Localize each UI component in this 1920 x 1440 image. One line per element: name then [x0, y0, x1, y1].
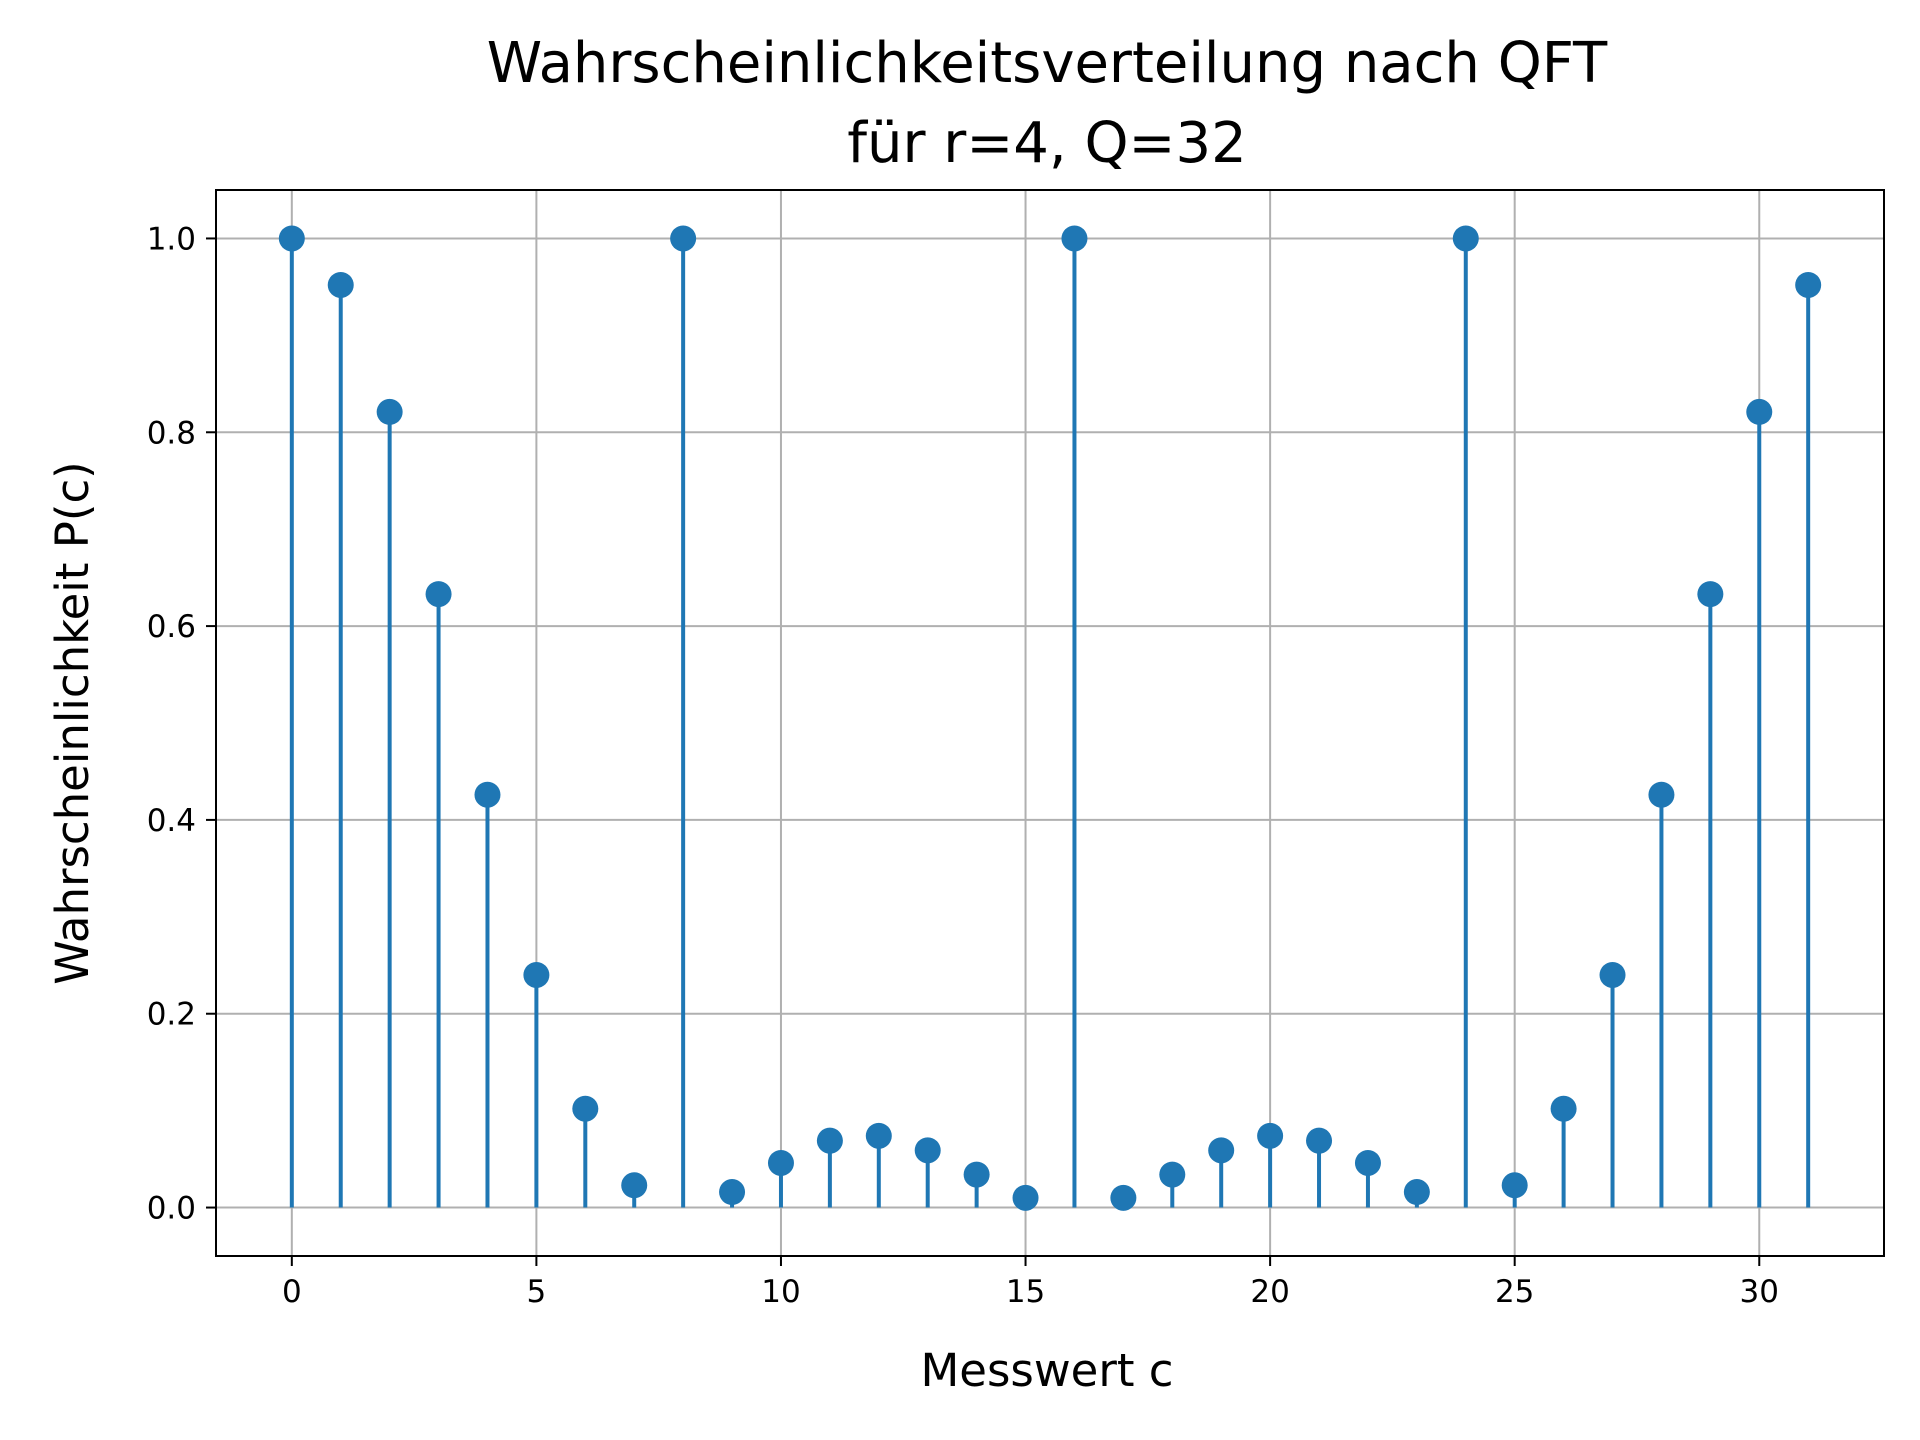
stem-marker — [767, 1149, 794, 1176]
y-tick-label: 0.6 — [147, 609, 196, 645]
stem-marker — [719, 1179, 746, 1206]
stem-marker — [1746, 398, 1773, 425]
stem-marker — [865, 1122, 892, 1149]
chart-title: Wahrscheinlichkeitsverteilung nach QFT — [487, 31, 1608, 96]
y-tick-label: 0.2 — [147, 997, 196, 1033]
x-tick-label: 10 — [761, 1274, 800, 1310]
stem-marker — [1208, 1137, 1235, 1164]
stem-marker — [523, 961, 550, 988]
stem-marker — [327, 271, 354, 298]
stem-marker — [1599, 961, 1626, 988]
y-axis-ticks: 0.0 0.2 0.4 0.6 0.8 1.0 — [147, 221, 216, 1227]
stem-marker — [474, 781, 501, 808]
y-tick-label: 0.8 — [147, 415, 196, 451]
x-tick-label: 30 — [1740, 1274, 1779, 1310]
stem-marker — [816, 1127, 843, 1154]
y-tick-label: 0.0 — [147, 1191, 196, 1227]
x-tick-label: 25 — [1495, 1274, 1534, 1310]
stem-marker — [963, 1161, 990, 1188]
x-tick-label: 15 — [1006, 1274, 1045, 1310]
stem-marker — [670, 225, 697, 252]
stem-marker — [425, 581, 452, 608]
x-axis-label: Messwert c — [920, 1344, 1173, 1397]
stem-marker — [1159, 1161, 1186, 1188]
stem-marker — [621, 1172, 648, 1199]
stem-marker — [1403, 1179, 1430, 1206]
stem-marker — [1550, 1095, 1577, 1122]
x-tick-label: 0 — [282, 1274, 302, 1310]
stem-marker — [1012, 1184, 1039, 1211]
stem-marker — [1501, 1172, 1528, 1199]
chart-subtitle: für r=4, Q=32 — [847, 111, 1246, 176]
stem-marker — [1795, 271, 1822, 298]
stem-marker — [1697, 581, 1724, 608]
y-gridlines — [216, 237, 1884, 1209]
stem-marker — [572, 1095, 599, 1122]
x-tick-label: 5 — [527, 1274, 547, 1310]
y-tick-label: 0.4 — [147, 803, 196, 839]
y-tick-label: 1.0 — [147, 221, 196, 257]
stem-markers — [278, 225, 1822, 1211]
x-tick-label: 20 — [1250, 1274, 1289, 1310]
stem-marker — [1648, 781, 1675, 808]
stem-marker — [1306, 1127, 1333, 1154]
x-gridlines — [290, 190, 1761, 1256]
x-axis-ticks: 0 5 10 15 20 25 30 — [282, 1256, 1779, 1310]
stem-marker — [1110, 1184, 1137, 1211]
stem-marker — [278, 225, 305, 252]
stem-marker — [1257, 1122, 1284, 1149]
stem-marker — [1061, 225, 1088, 252]
y-axis-label: Wahrscheinlichkeit P(c) — [46, 461, 99, 984]
plot-frame — [215, 189, 1885, 1257]
stem-marker — [914, 1137, 941, 1164]
stem-marker — [376, 398, 403, 425]
stem-marker — [1354, 1149, 1381, 1176]
stem-marker — [1452, 225, 1479, 252]
